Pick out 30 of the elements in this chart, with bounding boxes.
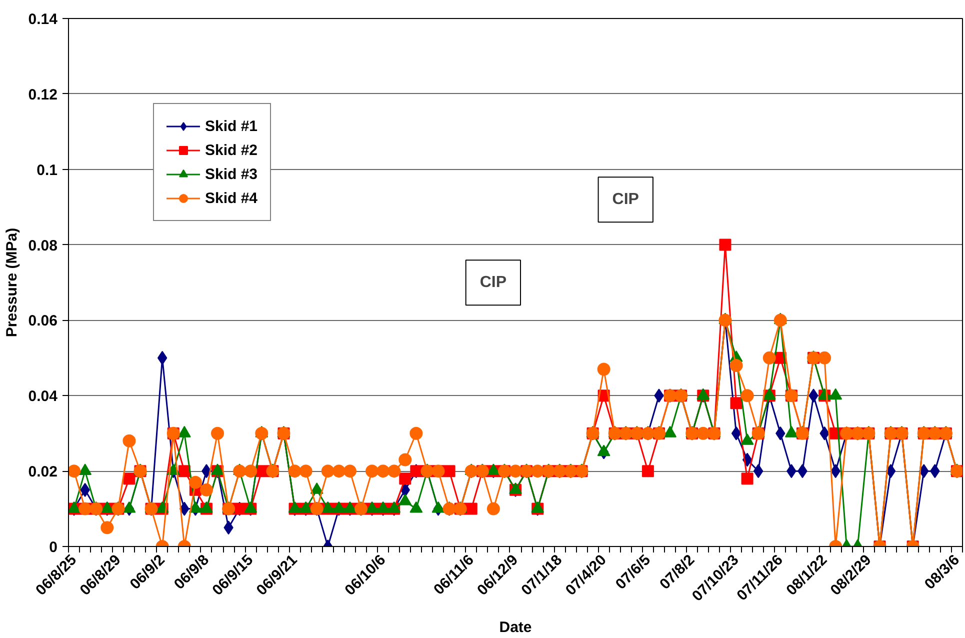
- point: [432, 501, 445, 513]
- point: [731, 426, 742, 440]
- point: [178, 426, 191, 438]
- y-tick-label: 0.04: [28, 388, 58, 406]
- y-tick-label: 0.14: [28, 11, 58, 28]
- point: [310, 482, 324, 494]
- point: [784, 426, 798, 438]
- legend-label: Skid #4: [205, 190, 258, 206]
- point: [398, 494, 412, 506]
- legend-label: Skid #1: [205, 118, 258, 134]
- point: [829, 388, 842, 400]
- y-tick-label: 0.1: [36, 162, 58, 179]
- y-tick-label: 0: [49, 539, 58, 556]
- point: [664, 426, 677, 438]
- y-tick-label: 0.12: [28, 86, 58, 104]
- y-tick-label: 0.08: [28, 237, 58, 254]
- point: [122, 501, 136, 513]
- point: [157, 350, 168, 365]
- annotation: CIP: [480, 274, 507, 292]
- point: [740, 433, 754, 445]
- point: [410, 501, 423, 513]
- y-axis-title: Pressure (MPa): [3, 228, 20, 338]
- legend-label: Skid #3: [205, 166, 258, 182]
- legend-label: Skid #2: [205, 142, 258, 158]
- x-axis-title: Date: [499, 618, 532, 636]
- point: [597, 444, 610, 456]
- annotation: CIP: [612, 191, 640, 208]
- y-tick-label: 0.06: [28, 312, 58, 330]
- point: [78, 464, 92, 476]
- y-tick-label: 0.02: [28, 464, 58, 481]
